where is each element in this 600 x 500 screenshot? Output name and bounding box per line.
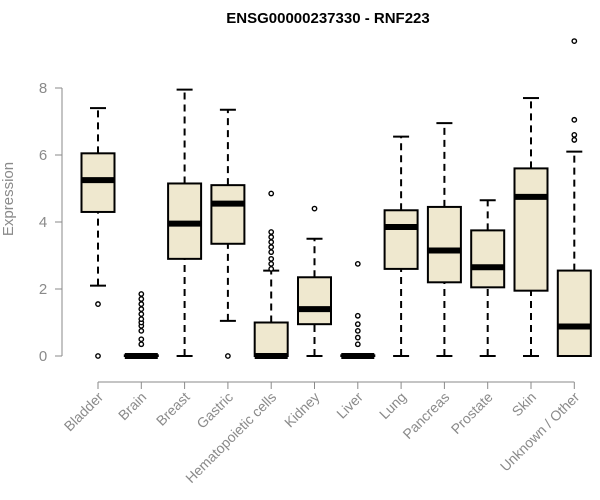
- outlier-point: [268, 229, 275, 235]
- outlier-point: [95, 301, 101, 307]
- box-group: [297, 205, 332, 357]
- box-group: [210, 108, 246, 359]
- outlier-point: [268, 190, 275, 197]
- iqr-box: [253, 321, 289, 357]
- box-group: [340, 260, 376, 359]
- y-axis: 0 2 4 6 8: [39, 80, 63, 365]
- chart-title: ENSG00000237330 - RNF223: [226, 10, 429, 27]
- iqr-box: [470, 229, 506, 289]
- outlier-point: [268, 239, 275, 246]
- x-tick-label: Unknown / Other: [497, 389, 583, 475]
- box-group: [123, 291, 159, 359]
- iqr-box: [383, 209, 419, 270]
- y-tick-label: 8: [39, 80, 47, 97]
- iqr-box: [297, 276, 332, 326]
- outlier-point: [138, 301, 145, 307]
- outlier-point: [354, 260, 361, 267]
- outlier-point: [571, 38, 578, 44]
- x-tick-label: Liver: [333, 389, 366, 422]
- x-tick-label: Gastric: [193, 389, 236, 432]
- outlier-point: [268, 265, 275, 272]
- box-group: [470, 199, 506, 357]
- outlier-point: [268, 244, 275, 251]
- outlier-point: [354, 312, 361, 319]
- x-tick-label: Skin: [509, 389, 540, 420]
- box-group: [426, 122, 462, 357]
- iqr-box: [426, 205, 462, 284]
- box-group: [383, 135, 419, 357]
- box-group: [80, 107, 116, 359]
- y-tick-label: 4: [39, 214, 47, 231]
- outlier-point: [268, 234, 275, 240]
- outlier-point: [571, 137, 578, 143]
- box-group: [556, 38, 592, 358]
- x-tick-label: Brain: [115, 389, 149, 423]
- outlier-point: [354, 334, 361, 341]
- iqr-box: [210, 184, 246, 245]
- outlier-point: [138, 311, 145, 318]
- outlier-point: [354, 341, 361, 348]
- outlier-point: [138, 327, 145, 334]
- iqr-box: [513, 167, 549, 292]
- outlier-point: [138, 291, 145, 297]
- box-group: [513, 97, 549, 357]
- outlier-point: [571, 131, 578, 138]
- outlier-point: [268, 260, 275, 267]
- outlier-point: [138, 336, 145, 343]
- x-tick-label: Prostate: [448, 389, 496, 437]
- outlier-point: [138, 341, 145, 348]
- outlier-point: [354, 327, 361, 334]
- outlier-point: [268, 249, 275, 256]
- x-tick-label: Lung: [376, 389, 409, 422]
- outlier-point: [138, 316, 145, 323]
- y-axis-label: Expression: [0, 162, 17, 236]
- x-tick-label: Pancreas: [399, 389, 452, 442]
- outlier-point: [224, 353, 231, 359]
- outlier-point: [571, 116, 578, 123]
- y-tick-label: 2: [39, 281, 47, 298]
- outlier-point: [354, 321, 361, 328]
- y-tick-label: 0: [39, 348, 47, 365]
- plot-area: [80, 38, 592, 359]
- outlier-point: [138, 306, 145, 312]
- outlier-point: [311, 205, 318, 212]
- outlier-point: [95, 353, 101, 359]
- x-tick-label: Kidney: [281, 389, 323, 431]
- box-group: [253, 190, 289, 359]
- iqr-box: [556, 269, 592, 358]
- outlier-point: [268, 255, 275, 262]
- x-tick-label: Bladder: [61, 389, 107, 435]
- x-tick-label: Breast: [153, 389, 193, 429]
- outlier-point: [138, 296, 145, 302]
- y-tick-label: 6: [39, 147, 47, 164]
- box-group: [167, 88, 203, 357]
